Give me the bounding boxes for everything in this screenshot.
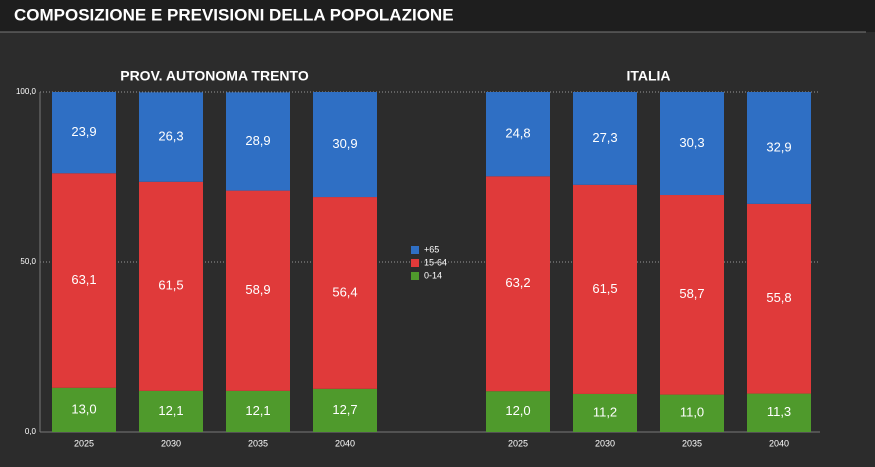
- bar-segment: [52, 387, 116, 432]
- value-label: 11,3: [767, 404, 791, 419]
- x-tick-label: 2035: [682, 438, 702, 448]
- x-tick-label: 2025: [74, 438, 94, 448]
- legend-swatch: [411, 246, 419, 254]
- bar-segment: [660, 195, 724, 395]
- bar-segment: [226, 190, 290, 391]
- chart-title: COMPOSIZIONE E PREVISIONI DELLA POPOLAZI…: [14, 5, 454, 24]
- x-tick-label: 2030: [595, 438, 615, 448]
- bar-segment: [313, 197, 377, 389]
- value-label: 58,9: [245, 282, 270, 297]
- bar-segment: [486, 92, 550, 177]
- x-tick-label: 2040: [769, 438, 789, 448]
- value-label: 61,5: [158, 278, 183, 293]
- value-label: 11,2: [593, 404, 617, 419]
- y-tick-label: 50,0: [20, 257, 36, 266]
- bar-segment: [226, 92, 290, 191]
- value-label: 13,0: [71, 401, 96, 416]
- value-label: 23,9: [71, 124, 96, 139]
- group-label: ITALIA: [626, 68, 670, 84]
- value-label: 32,9: [766, 139, 791, 154]
- bar-segment: [573, 393, 637, 432]
- bar-segment: [226, 390, 290, 432]
- bar-segment: [313, 388, 377, 432]
- legend-swatch: [411, 272, 419, 280]
- value-label: 12,1: [245, 403, 270, 418]
- y-tick-label: 100,0: [16, 87, 37, 96]
- bar-segment: [486, 176, 550, 392]
- bar-segment: [139, 181, 203, 391]
- value-label: 30,3: [679, 135, 704, 150]
- bar-segment: [313, 92, 377, 198]
- legend-label: 0-14: [424, 270, 442, 280]
- value-label: 12,0: [505, 403, 530, 418]
- bar-segment: [139, 92, 203, 182]
- value-label: 28,9: [245, 133, 270, 148]
- value-label: 26,3: [158, 128, 183, 143]
- value-label: 12,7: [332, 402, 357, 417]
- x-tick-label: 2035: [248, 438, 268, 448]
- legend-label: +65: [424, 244, 439, 254]
- bar-segment: [747, 393, 811, 432]
- value-label: 55,8: [766, 290, 791, 305]
- y-tick-label: 0,0: [25, 427, 37, 436]
- bar-segment: [139, 390, 203, 432]
- bar-segment: [660, 92, 724, 196]
- value-label: 63,1: [71, 272, 96, 287]
- value-label: 61,5: [592, 281, 617, 296]
- x-tick-label: 2040: [335, 438, 355, 448]
- bar-segment: [747, 92, 811, 204]
- x-tick-label: 2030: [161, 438, 181, 448]
- value-label: 63,2: [505, 275, 530, 290]
- legend-swatch: [411, 259, 419, 267]
- value-label: 27,3: [592, 130, 617, 145]
- bar-segment: [486, 391, 550, 432]
- bar-segment: [52, 173, 116, 388]
- value-label: 58,7: [679, 286, 704, 301]
- group-label: PROV. AUTONOMA TRENTO: [120, 68, 309, 84]
- bar-segment: [660, 394, 724, 432]
- bar-segment: [52, 92, 116, 174]
- x-tick-label: 2025: [508, 438, 528, 448]
- bar-segment: [747, 203, 811, 394]
- bar-segment: [573, 184, 637, 394]
- value-label: 56,4: [332, 284, 357, 299]
- legend-label: 15-64: [424, 257, 447, 267]
- value-label: 11,0: [680, 405, 704, 420]
- value-label: 30,9: [332, 136, 357, 151]
- value-label: 24,8: [505, 126, 530, 141]
- bar-segment: [573, 92, 637, 185]
- title-bar: [0, 0, 875, 32]
- value-label: 12,1: [158, 403, 183, 418]
